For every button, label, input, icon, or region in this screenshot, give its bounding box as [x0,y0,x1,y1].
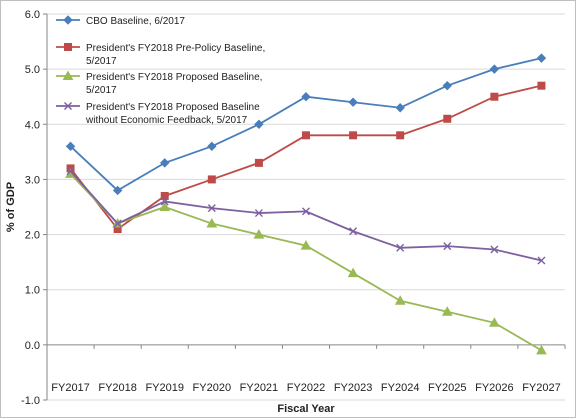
data-point [490,245,499,254]
data-point [349,131,358,140]
data-point [206,218,218,228]
legend-label: President's FY2018 Proposed Baseline, [86,72,262,83]
series-3 [66,167,546,265]
data-point [300,240,312,250]
data-point [66,167,75,176]
x-tick-label: FY2022 [287,382,326,394]
data-point [207,204,216,213]
data-point-stroke [160,197,169,206]
legend-label: CBO Baseline, 6/2017 [86,16,185,27]
x-tick-label: FY2027 [522,382,561,394]
legend-item-3: President's FY2018 Proposed Baseline with… [56,102,260,126]
data-point [253,229,265,239]
series-lines [65,53,547,355]
x-tick-label: FY2023 [334,382,373,394]
data-point [537,256,546,265]
legend-item-1: President's FY2018 Pre-Policy Baseline, 5… [56,43,265,67]
y-tick-label: 0.0 [25,340,40,352]
x-tick-label: FY2018 [98,382,137,394]
data-point [63,15,73,25]
data-point [348,97,358,107]
data-point-stroke [66,167,75,176]
data-point [65,141,76,152]
x-axis-title: Fiscal Year [277,403,335,415]
data-point [64,102,72,110]
data-point [536,344,547,355]
data-point-stroke [302,207,310,216]
data-point [443,114,452,123]
data-point [254,209,263,218]
data-point [396,131,405,140]
data-point [112,185,123,196]
data-point [254,119,264,129]
data-point [395,103,405,113]
data-point [207,175,216,184]
y-tick-label: 1.0 [25,285,40,297]
data-point [64,43,72,51]
data-point [536,53,547,63]
series-2 [65,168,547,355]
data-point [443,242,452,251]
data-point-stroke [254,209,263,218]
legend-label: President's FY2018 Pre-Policy Baseline, [86,43,265,54]
data-point-stroke [396,243,405,252]
data-point-stroke [443,242,452,251]
y-tick-label: 6.0 [25,9,40,21]
y-axis-title: % of GDP [5,182,17,232]
data-point-stroke [537,256,546,265]
data-point [394,295,406,305]
data-point [254,158,263,167]
series-0 [65,53,547,196]
data-point [160,191,169,200]
data-point-stroke [64,102,72,110]
legend: CBO Baseline, 6/2017 President's FY2018 P… [56,15,265,126]
data-point [347,267,359,278]
x-tick-label: FY2026 [475,382,514,394]
data-point [442,80,452,91]
legend-label: President's FY2018 Proposed Baseline [86,102,260,113]
data-point [441,306,453,316]
legend-label: 5/2017 [86,85,117,96]
data-point-stroke [113,219,122,228]
axes: -1.0 0.0 1.0 2.0 3.0 4.0 5.0 6.0 FY2017 FY2018 FY2… [21,9,566,407]
data-point [302,207,310,216]
data-point [489,317,500,327]
data-point-stroke [349,227,358,236]
legend-label: 5/2017 [86,56,117,67]
y-tick-label: -1.0 [21,395,40,407]
data-point [490,92,499,101]
x-tick-label: FY2020 [193,382,232,394]
data-point [62,70,74,80]
data-point [207,141,217,152]
x-tick-label: FY2024 [381,382,420,394]
legend-item-2: President's FY2018 Proposed Baseline, 5/2… [56,70,262,96]
x-tick-label: FY2021 [240,382,279,394]
y-tick-label: 4.0 [25,119,40,131]
data-point [396,243,405,252]
legend-label: without Economic Feedback, 5/2017 [85,115,248,126]
gridlines [47,13,565,401]
legend-item-0: CBO Baseline, 6/2017 [56,15,185,27]
data-point [301,92,311,102]
series-1 [66,81,546,234]
y-tick-label: 3.0 [25,174,40,186]
data-point [489,64,500,74]
data-point [302,131,310,140]
data-point [349,227,358,236]
x-tick-label: FY2025 [428,382,467,394]
data-point-stroke [207,204,216,213]
data-point [537,81,546,90]
y-tick-label: 5.0 [25,64,40,76]
data-point [160,158,170,168]
x-tick-label: FY2019 [145,382,184,394]
y-tick-label: 2.0 [25,230,40,242]
data-point [113,219,122,228]
data-point [159,201,171,211]
data-point-stroke [490,245,499,254]
x-tick-label: FY2017 [51,382,90,394]
data-point [160,197,169,206]
